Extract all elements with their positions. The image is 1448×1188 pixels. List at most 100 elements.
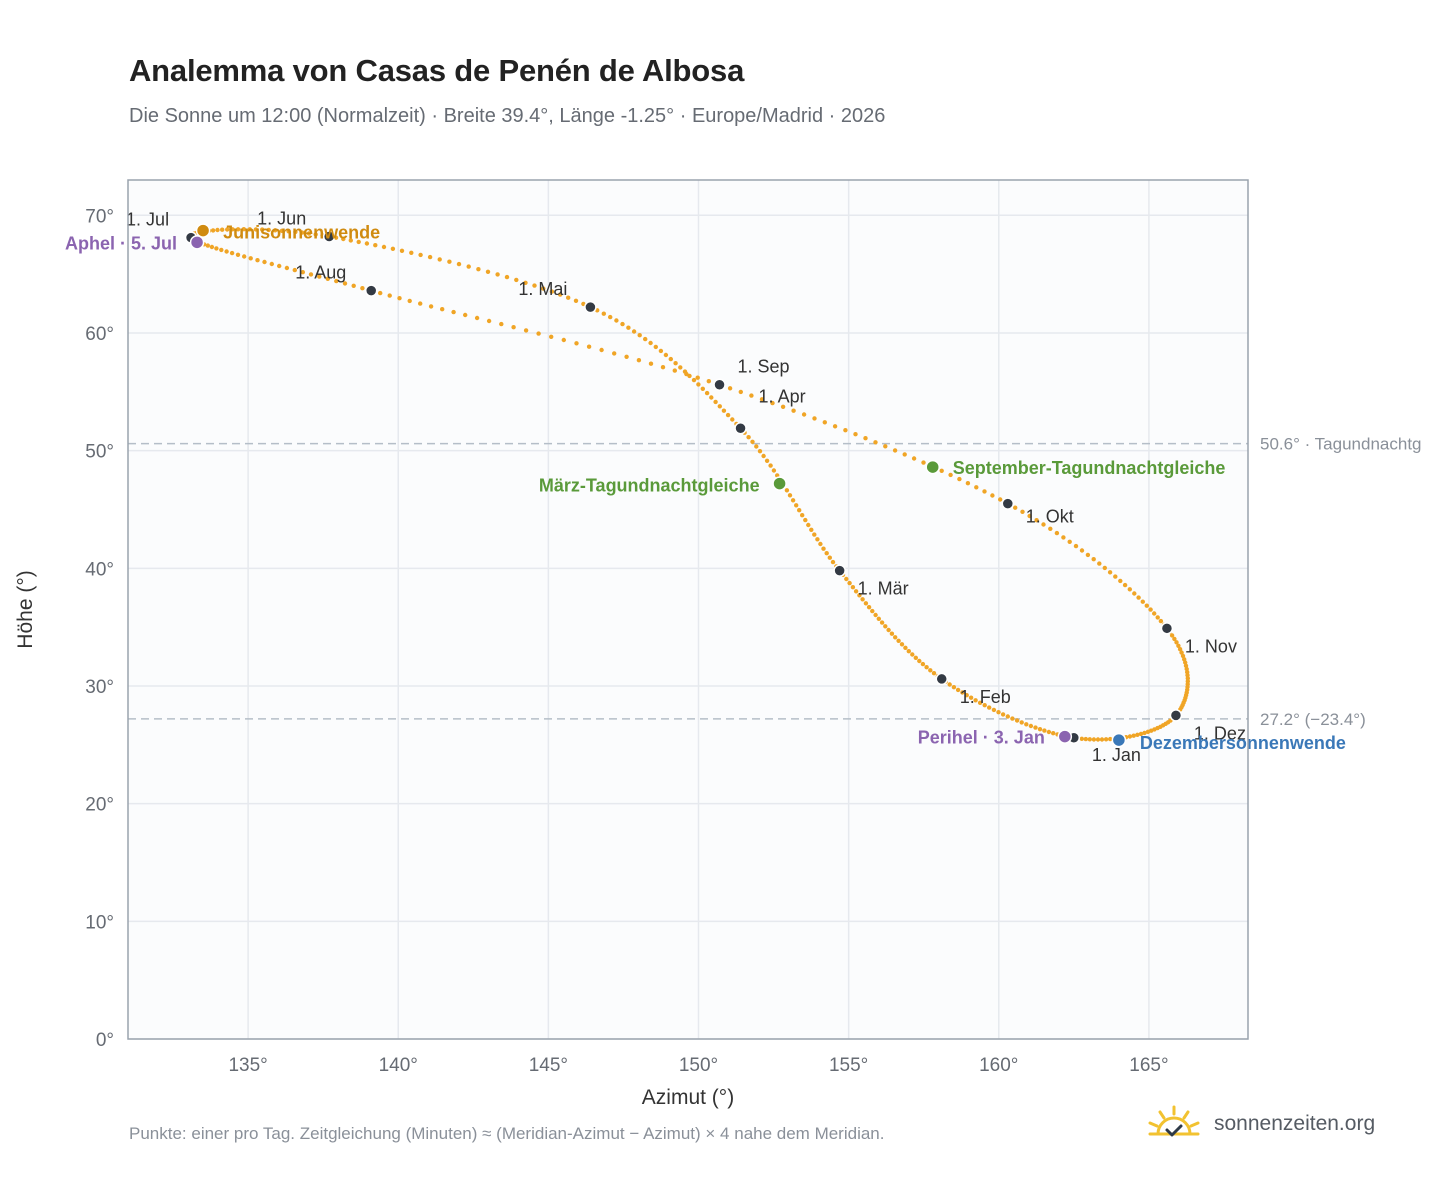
y-tick-label: 70° (85, 206, 114, 227)
day-point (418, 252, 423, 258)
day-point (440, 307, 445, 312)
event-label: Aphel · 5. Jul (65, 233, 177, 253)
event-label: Perihel · 3. Jan (918, 728, 1045, 748)
day-point (409, 250, 414, 255)
day-point (860, 597, 865, 602)
day-point (1027, 513, 1032, 519)
day-point (561, 337, 566, 343)
day-point (1176, 643, 1181, 648)
day-point (653, 344, 658, 350)
day-point (219, 247, 224, 253)
day-point (224, 249, 229, 254)
day-point (847, 580, 852, 586)
day-point (960, 690, 965, 695)
day-point (341, 236, 346, 242)
day-point (1073, 543, 1079, 549)
day-point (210, 228, 216, 233)
month-label: 1. Mai (518, 279, 567, 299)
day-point (1087, 737, 1093, 742)
day-point (1041, 522, 1046, 527)
day-point (883, 444, 888, 449)
day-point (911, 456, 917, 461)
day-point (284, 265, 290, 271)
day-point (931, 671, 937, 676)
day-point (713, 399, 718, 405)
month-marker (364, 284, 378, 297)
x-tick-label: 155° (829, 1055, 868, 1076)
day-point (486, 318, 492, 324)
event-markers: März-Tagundnachtgleiche September-Tagundn… (65, 223, 1346, 754)
day-point (586, 344, 592, 349)
day-point (262, 259, 267, 265)
day-point (306, 231, 312, 236)
day-point (1099, 737, 1105, 742)
x-tick-label: 165° (1129, 1055, 1168, 1076)
day-point (910, 652, 915, 657)
day-point (209, 244, 215, 250)
day-point (269, 261, 274, 267)
day-point (300, 270, 305, 275)
day-point (1118, 578, 1123, 584)
day-point (532, 283, 537, 288)
day-point (821, 546, 826, 551)
day-point (660, 365, 666, 370)
day-point (797, 508, 802, 513)
month-marker (1160, 622, 1174, 635)
day-point (614, 318, 619, 323)
month-marker (935, 672, 948, 686)
day-point (892, 448, 898, 453)
day-point (549, 334, 554, 339)
day-point (873, 440, 878, 445)
day-point (397, 296, 402, 301)
day-point (843, 428, 848, 433)
day-point (1177, 647, 1183, 652)
day-point (277, 263, 282, 269)
day-point (241, 227, 246, 232)
day-point (235, 227, 241, 232)
day-point (624, 354, 629, 359)
day-point (818, 541, 823, 547)
month-marker (734, 422, 747, 435)
day-point (378, 290, 383, 296)
event-marker (195, 223, 211, 238)
day-point (399, 248, 405, 253)
day-point (1102, 565, 1108, 571)
day-point (247, 227, 252, 232)
day-point (806, 522, 811, 528)
day-point (325, 276, 330, 281)
day-point (1132, 591, 1137, 596)
day-point (1048, 526, 1053, 531)
x-tick-label: 160° (979, 1055, 1018, 1076)
day-point (1107, 570, 1113, 575)
day-point (523, 328, 529, 333)
day-point (313, 232, 318, 237)
day-point (917, 658, 922, 664)
day-point (581, 301, 586, 307)
day-point (850, 585, 856, 590)
day-point (1024, 722, 1029, 727)
chart-title: Analemma von Casas de Penén de Albosa (129, 53, 745, 88)
y-axis-title: Höhe (°) (14, 570, 37, 648)
event-marker (189, 235, 205, 250)
day-point (1046, 729, 1052, 735)
day-point (387, 293, 392, 298)
day-point (706, 379, 711, 384)
day-point (794, 503, 799, 508)
day-point (292, 267, 297, 273)
day-point (893, 635, 898, 640)
month-marker (1001, 497, 1015, 510)
day-point (1005, 714, 1010, 719)
day-point (771, 468, 777, 473)
plot-background (128, 180, 1248, 1039)
month-label: 1. Jan (1092, 745, 1141, 765)
day-point (230, 227, 235, 232)
day-point (1142, 730, 1147, 736)
day-point (286, 229, 291, 234)
month-label: 1. Mär (858, 579, 909, 599)
day-point (1028, 723, 1034, 729)
day-point (787, 493, 793, 498)
brand[interactable]: sonnenzeiten.org (1146, 1104, 1375, 1144)
day-point (549, 289, 555, 294)
day-point (637, 333, 642, 338)
month-label: 1. Nov (1185, 636, 1237, 656)
